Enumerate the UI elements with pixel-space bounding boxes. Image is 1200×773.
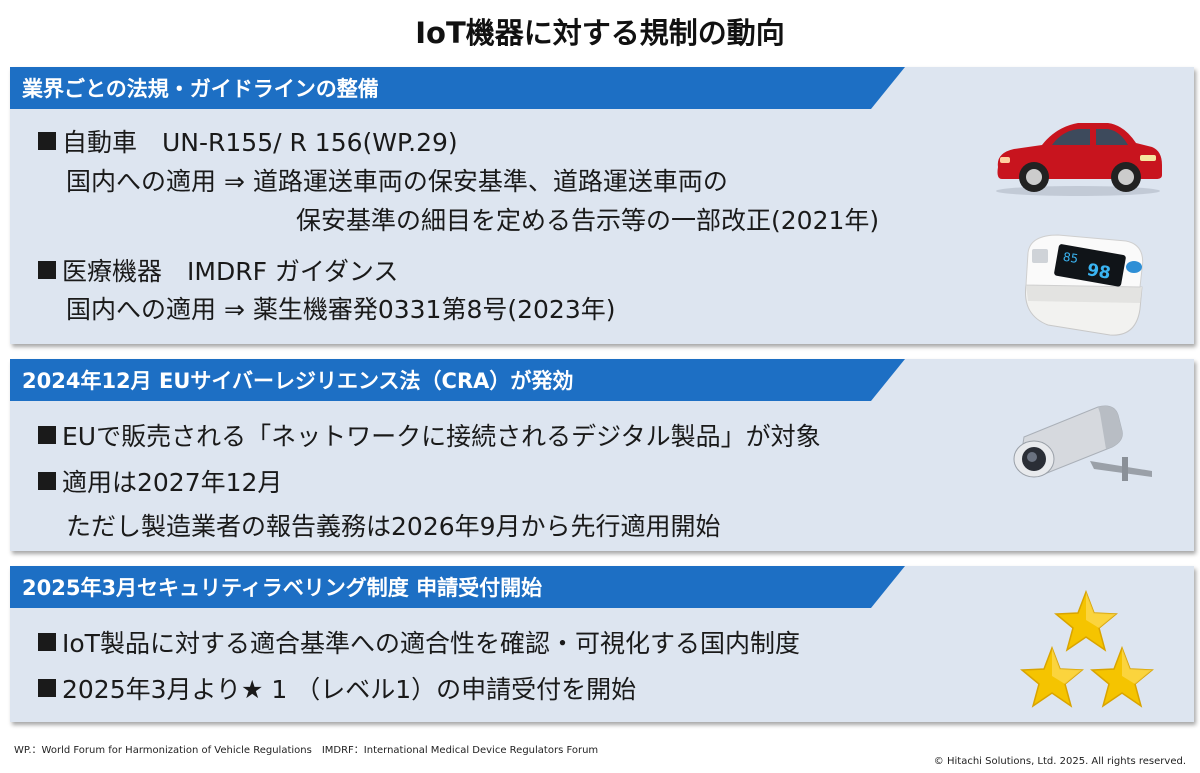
- list-item-application-start: 2025年3月より★ 1 （レベル1）の申請受付を開始: [38, 670, 636, 706]
- footnote: WP.：World Forum for Harmonization of Veh…: [14, 745, 599, 756]
- section-security-labeling: 2025年3月セキュリティラベリング制度 申請受付開始 IoT製品に対する適合基…: [10, 566, 1194, 722]
- oximeter-reading-large: 98: [1085, 260, 1112, 284]
- bullet-square-icon: [38, 426, 56, 444]
- list-item-automotive: 自動車 UN-R155/ R 156(WP.29): [38, 123, 458, 159]
- star-icon: [1090, 646, 1154, 708]
- bullet-square-icon: [38, 472, 56, 490]
- list-item-medical: 医療機器 IMDRF ガイダンス: [38, 252, 398, 288]
- section-banner: 2024年12月 EUサイバーレジリエンス法（CRA）が発効: [10, 359, 905, 401]
- copyright: © Hitachi Solutions, Ltd. 2025. All righ…: [933, 756, 1186, 767]
- eu-target-text: EUで販売される「ネットワークに接続されるデジタル製品」が対象: [62, 422, 821, 451]
- automotive-domestic-line-2: 保安基準の細目を定める告示等の一部改正(2021年): [296, 206, 880, 235]
- section-banner: 業界ごとの法規・ガイドラインの整備: [10, 67, 905, 109]
- oximeter-reading-small: 85: [1062, 250, 1079, 266]
- application-date-text: 適用は2027年12月: [62, 468, 283, 497]
- star-icon: [1054, 590, 1118, 652]
- medical-heading: 医療機器 IMDRF ガイダンス: [62, 257, 399, 286]
- list-item-eu-target: EUで販売される「ネットワークに接続されるデジタル製品」が対象: [38, 417, 821, 453]
- reporting-obligation-line: ただし製造業者の報告義務は2026年9月から先行適用開始: [66, 512, 721, 541]
- pulse-oximeter-icon: 85 98: [1024, 234, 1144, 336]
- application-start-text: 2025年3月より★ 1 （レベル1）の申請受付を開始: [62, 675, 637, 704]
- star-icon: [1020, 646, 1084, 708]
- list-item-application-date: 適用は2027年12月: [38, 463, 282, 499]
- page-title: IoT機器に対する規制の動向: [415, 16, 785, 50]
- section-banner: 2025年3月セキュリティラベリング制度 申請受付開始: [10, 566, 905, 608]
- bullet-square-icon: [38, 633, 56, 651]
- automotive-heading: 自動車 UN-R155/ R 156(WP.29): [62, 128, 458, 157]
- section-eu-cra: 2024年12月 EUサイバーレジリエンス法（CRA）が発効 EUで販売される「…: [10, 359, 1194, 551]
- section-industry-regulations: 業界ごとの法規・ガイドラインの整備 自動車 UN-R155/ R 156(WP.…: [10, 67, 1194, 344]
- bullet-square-icon: [38, 261, 56, 279]
- list-item-domestic-system: IoT製品に対する適合基準への適合性を確認・可視化する国内制度: [38, 624, 800, 660]
- security-camera-icon: [1013, 405, 1152, 481]
- bullet-square-icon: [38, 679, 56, 697]
- car-icon: [996, 123, 1162, 196]
- automotive-domestic-line: 国内への適用 ⇒ 道路運送車両の保安基準、道路運送車両の: [66, 167, 728, 196]
- bullet-square-icon: [38, 132, 56, 150]
- medical-domestic-line: 国内への適用 ⇒ 薬生機審発0331第8号(2023年): [66, 295, 616, 324]
- domestic-system-text: IoT製品に対する適合基準への適合性を確認・可視化する国内制度: [62, 629, 800, 658]
